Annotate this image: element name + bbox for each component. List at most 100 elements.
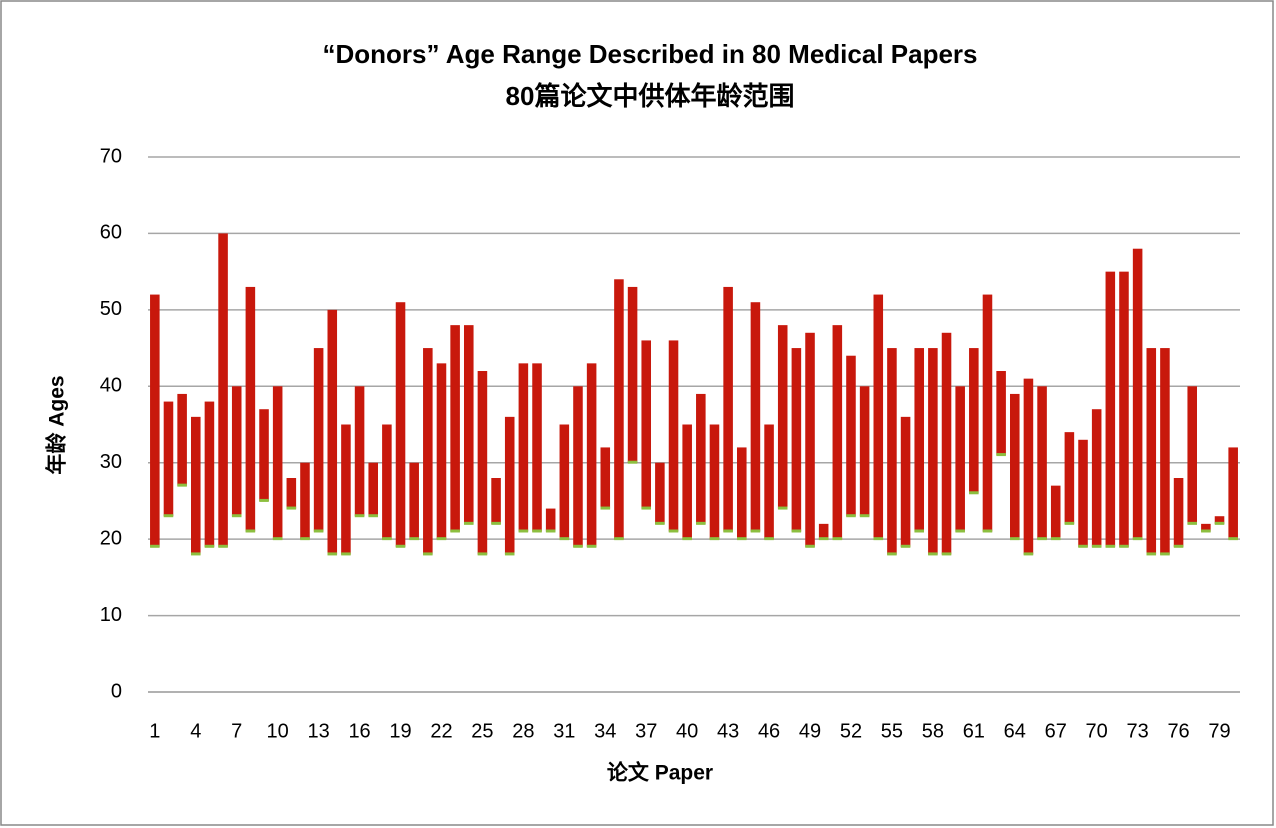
low-marker xyxy=(723,529,733,533)
low-marker xyxy=(627,460,638,464)
low-marker xyxy=(545,529,556,533)
range-bar xyxy=(627,286,638,463)
range-bar xyxy=(1160,348,1170,555)
x-tick-label: 52 xyxy=(840,720,862,742)
low-marker xyxy=(327,552,338,556)
range-bar xyxy=(832,325,843,540)
low-marker xyxy=(395,544,406,548)
x-axis-label: 论文 Paper xyxy=(607,761,713,785)
low-marker xyxy=(600,506,611,510)
low-marker xyxy=(832,537,843,541)
range-bar xyxy=(341,424,351,555)
range-bar xyxy=(573,386,583,547)
range-bar xyxy=(190,416,201,555)
x-tick-label: 76 xyxy=(1167,720,1189,742)
low-marker xyxy=(259,498,269,502)
range-bar xyxy=(163,401,174,517)
x-tick-label: 1 xyxy=(149,720,160,742)
range-bar xyxy=(723,286,733,532)
low-marker xyxy=(655,521,665,525)
x-tick-label: 25 xyxy=(471,720,493,742)
x-tick-label: 10 xyxy=(267,720,289,742)
chart-subtitle: 80篇论文中供体年龄范围 xyxy=(506,81,795,111)
range-bar xyxy=(150,294,160,547)
x-tick-label: 22 xyxy=(430,720,452,742)
range-bar xyxy=(750,302,761,532)
range-bar xyxy=(791,348,802,532)
low-marker xyxy=(313,529,324,533)
x-tick-label: 4 xyxy=(190,720,201,742)
low-marker xyxy=(1173,544,1184,548)
low-marker xyxy=(1037,537,1047,541)
y-tick-label: 20 xyxy=(100,527,122,549)
range-bar xyxy=(368,462,379,517)
range-bar xyxy=(1091,409,1102,547)
range-bar xyxy=(982,294,993,532)
x-tick-label: 49 xyxy=(799,720,821,742)
range-bar xyxy=(641,340,652,509)
x-tick-label: 58 xyxy=(922,720,944,742)
y-tick-label: 60 xyxy=(100,222,122,244)
range-bar xyxy=(327,309,338,555)
low-marker xyxy=(696,521,706,525)
x-tick-label: 67 xyxy=(1045,720,1067,742)
low-marker xyxy=(1078,544,1088,548)
low-marker xyxy=(382,537,392,541)
range-bar xyxy=(1064,432,1075,524)
range-bar xyxy=(1078,439,1088,547)
range-bar xyxy=(423,348,433,555)
low-marker xyxy=(286,506,297,510)
y-tick-label: 40 xyxy=(100,375,122,397)
low-marker xyxy=(586,544,597,548)
low-marker xyxy=(1214,521,1225,525)
range-bar xyxy=(873,294,884,540)
low-marker xyxy=(272,537,283,541)
low-marker xyxy=(231,514,242,518)
range-bar xyxy=(818,523,829,540)
y-tick-label: 50 xyxy=(100,298,122,320)
range-bar xyxy=(518,363,529,532)
low-marker xyxy=(996,453,1006,457)
range-bar xyxy=(1187,386,1198,524)
range-bar xyxy=(1132,248,1143,540)
range-bar xyxy=(696,393,706,524)
low-marker xyxy=(846,514,856,518)
low-marker xyxy=(423,552,433,556)
low-marker xyxy=(1119,544,1129,548)
range-bar xyxy=(300,462,310,540)
x-tick-label: 73 xyxy=(1127,720,1149,742)
low-marker xyxy=(736,537,747,541)
low-marker xyxy=(190,552,201,556)
low-marker xyxy=(218,544,228,548)
low-marker xyxy=(791,529,802,533)
x-tick-label: 79 xyxy=(1208,720,1230,742)
low-marker xyxy=(300,537,310,541)
range-bar xyxy=(709,424,720,540)
range-bar xyxy=(532,363,542,532)
range-bar xyxy=(955,386,965,532)
x-tick-label: 19 xyxy=(389,720,411,742)
x-tick-label: 34 xyxy=(594,720,616,742)
x-tick-label: 7 xyxy=(231,720,242,742)
x-tick-label: 16 xyxy=(348,720,370,742)
range-bar xyxy=(764,424,774,540)
low-marker xyxy=(1064,521,1075,525)
range-bar xyxy=(354,386,365,517)
y-tick-label: 10 xyxy=(100,604,122,626)
low-marker xyxy=(1050,537,1061,541)
low-marker xyxy=(1228,537,1238,541)
low-marker xyxy=(777,506,788,510)
range-bar xyxy=(1023,378,1034,555)
range-bar xyxy=(600,447,611,509)
range-bar xyxy=(805,332,815,547)
x-tick-label: 70 xyxy=(1086,720,1108,742)
low-marker xyxy=(859,514,870,518)
low-marker xyxy=(805,544,815,548)
range-bar xyxy=(491,478,501,524)
low-marker xyxy=(368,514,379,518)
low-marker xyxy=(750,529,761,533)
range-bar xyxy=(272,386,283,540)
range-bar xyxy=(941,332,952,555)
low-marker xyxy=(641,506,652,510)
low-marker xyxy=(682,537,692,541)
